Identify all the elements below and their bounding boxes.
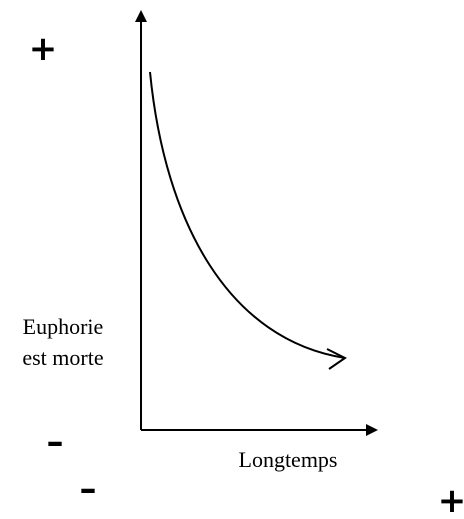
y-label-line: est morte — [22, 345, 103, 370]
curve — [149, 71, 346, 359]
curve-arrowhead — [326, 348, 347, 370]
y-label-line: Euphorie — [23, 314, 104, 339]
bottom-sign: – — [47, 422, 64, 462]
top-sign: + — [29, 29, 58, 69]
right-sign: + — [438, 481, 464, 519]
x-label: Longtemps — [239, 447, 338, 472]
left-sign: – — [80, 469, 97, 509]
